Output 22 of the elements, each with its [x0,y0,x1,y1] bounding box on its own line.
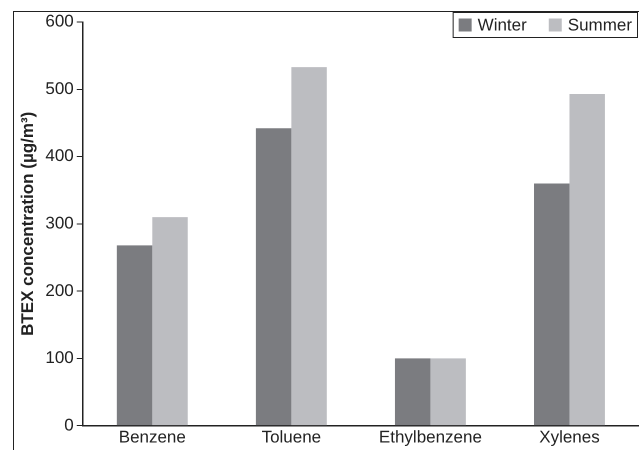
y-tick-label: 100 [45,348,74,368]
legend-label: Winter [478,16,528,35]
y-tick-label: 300 [45,213,74,232]
bar [394,358,430,426]
x-tick-label: Ethylbenzene [378,427,482,446]
y-tick-label: 600 [45,12,74,31]
bar [116,245,152,426]
y-tick-label: 0 [64,415,74,434]
y-tick-label: 500 [45,78,74,98]
bar [291,67,327,426]
bar [256,128,292,426]
y-axis-title: BTEX concentration (µg/m³) [18,112,37,336]
bar [430,358,466,426]
x-tick-label: Toluene [262,427,322,446]
y-tick-label: 400 [45,146,74,166]
x-tick-label: Xylenes [539,427,600,446]
y-tick-label: 200 [45,280,74,300]
bar [569,94,605,426]
bar [152,217,188,426]
x-tick-label: Benzene [118,427,186,446]
legend-label: Summer [568,16,632,35]
bar [534,183,570,426]
